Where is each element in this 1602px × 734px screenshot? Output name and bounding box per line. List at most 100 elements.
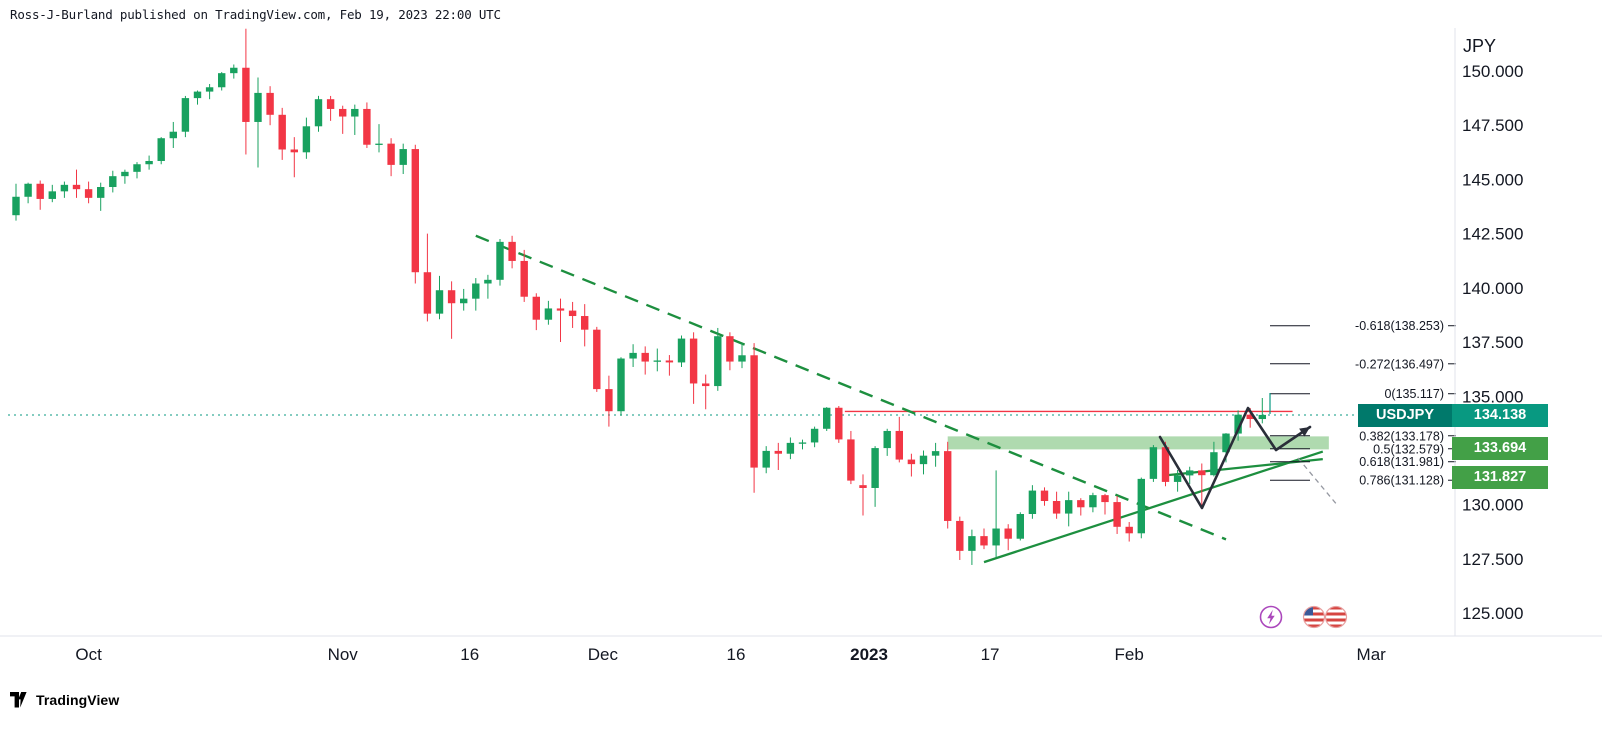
candle-body (992, 528, 1000, 546)
candle-body (689, 338, 698, 384)
x-axis-label[interactable]: 16 (460, 645, 479, 664)
candle-body (169, 131, 177, 139)
candle-body (532, 296, 540, 320)
candle-body (726, 336, 734, 362)
fib-level-label: 0.618(131.981) (1359, 455, 1444, 469)
candle-body (641, 352, 649, 362)
candle-body (544, 308, 553, 320)
projection-arrowhead (1299, 427, 1310, 437)
candle-body (97, 187, 105, 198)
candle-body (653, 360, 661, 362)
candle-body (871, 448, 879, 488)
candle-body (84, 189, 93, 198)
candle-body (447, 290, 456, 304)
candle-body (1028, 490, 1037, 515)
candle-body (423, 272, 432, 314)
tradingview-logo-icon (10, 692, 27, 708)
candle-body (847, 439, 855, 481)
y-axis-label[interactable]: 147.500 (1462, 116, 1523, 135)
y-axis-label[interactable]: 150.000 (1462, 62, 1523, 81)
candle-body (1040, 490, 1049, 501)
candle-body (496, 241, 504, 280)
fib-level-label: 0.382(133.178) (1359, 429, 1444, 443)
symbol-name: USDJPY (1358, 404, 1452, 427)
candle-body (956, 520, 964, 551)
candle-body (399, 149, 407, 165)
candle-body (556, 308, 565, 311)
candle-body (750, 355, 758, 468)
price-chart-canvas[interactable]: -0.618(138.253) -0.272(136.497) 0(135.117)… (0, 0, 1602, 686)
x-axis-label[interactable]: Mar (1357, 645, 1387, 664)
candle-body (1210, 452, 1218, 476)
candle-body (1234, 414, 1242, 434)
last-price-value: 134.138 (1452, 404, 1548, 427)
x-axis-label[interactable]: Nov (328, 645, 359, 664)
candle-body (919, 455, 928, 465)
candle-body (895, 430, 903, 460)
y-axis-label[interactable]: 130.000 (1462, 496, 1523, 515)
candle-body (508, 241, 516, 261)
y-axis-label[interactable]: 127.500 (1462, 550, 1523, 569)
y-axis-label[interactable]: 137.500 (1462, 333, 1523, 352)
candle-body (944, 451, 952, 521)
candle-body (629, 352, 637, 359)
candle-body (798, 442, 807, 444)
candle-body (714, 336, 722, 387)
candle-body (738, 355, 746, 362)
downtrend-dashed-line[interactable] (475, 234, 1227, 541)
candle-body (593, 329, 601, 390)
candle-body (266, 92, 274, 115)
candle-body (1258, 414, 1266, 420)
x-axis-label[interactable]: Oct (75, 645, 102, 664)
x-axis-label[interactable]: 17 (981, 645, 1000, 664)
y-axis-label[interactable]: 145.000 (1462, 170, 1523, 189)
candle-body (36, 183, 44, 199)
uptrend-line-1[interactable] (983, 450, 1324, 564)
x-axis-label[interactable]: Dec (588, 645, 619, 664)
y-axis-label[interactable]: 125.000 (1462, 604, 1523, 623)
candle-body (181, 98, 190, 132)
candle-body (968, 536, 976, 551)
candle-body (1222, 433, 1230, 453)
candle-body (1065, 500, 1073, 514)
candle-body (387, 143, 395, 165)
candle-body (774, 450, 782, 454)
y-axis-label[interactable]: 135.000 (1462, 387, 1523, 406)
us-flag-icon (1303, 606, 1325, 628)
x-axis-label[interactable]: 2023 (850, 645, 888, 664)
candle-body (339, 108, 347, 117)
y-axis-label[interactable]: 140.000 (1462, 279, 1523, 298)
tradingview-footer[interactable]: TradingView (10, 692, 119, 708)
candle-body (665, 360, 674, 363)
candle-body (121, 171, 129, 177)
candle-body (980, 536, 988, 546)
candle-body (1113, 502, 1121, 527)
y-axis-label[interactable]: 142.500 (1462, 225, 1523, 244)
fib-level-label: 0.786(131.128) (1359, 474, 1444, 488)
x-axis-label[interactable]: Feb (1115, 645, 1144, 664)
candle-body (1137, 478, 1145, 534)
candle-body (1016, 514, 1024, 539)
publish-info: Ross-J-Burland published on TradingView.… (10, 7, 501, 22)
candle-body (1198, 470, 1206, 476)
candle-body (1004, 528, 1012, 539)
candle-body (1149, 447, 1158, 479)
candle-body (326, 99, 335, 109)
candle-body (363, 108, 371, 145)
candle-body (230, 67, 238, 74)
candle-body (1173, 475, 1182, 482)
projection-zigzag-arrow[interactable] (1158, 406, 1312, 510)
candle-body (24, 183, 32, 197)
candle-body (254, 92, 262, 122)
x-axis-label[interactable]: 16 (726, 645, 745, 664)
events-lightning-icon[interactable] (1258, 604, 1284, 630)
price-level-badge-1: 133.694 (1452, 437, 1548, 460)
country-flags-icon[interactable] (1300, 604, 1352, 630)
candle-body (60, 184, 69, 192)
candle-body (1186, 470, 1194, 476)
candle-body (314, 99, 323, 127)
candle-body (351, 108, 359, 117)
candle-body (278, 114, 286, 150)
candle-body (1077, 500, 1085, 508)
candle-body (702, 383, 710, 387)
